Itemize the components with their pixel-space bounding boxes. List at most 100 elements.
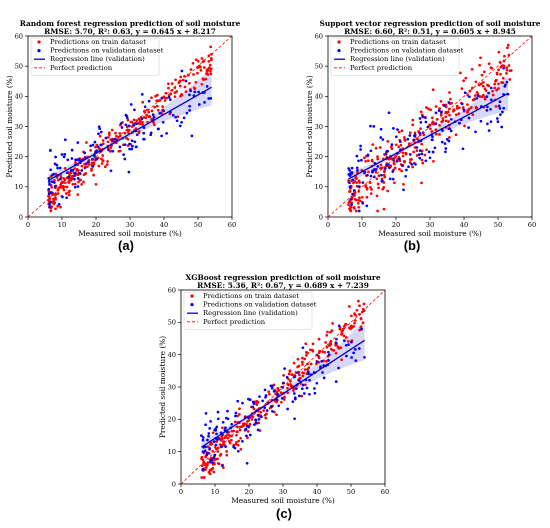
validation-point [282,381,285,385]
validation-point [353,348,357,351]
validation-point [91,143,95,147]
validation-point [308,378,311,382]
validation-point [151,113,155,116]
train-point [127,128,131,132]
train-point [438,133,441,136]
validation-point [252,402,256,406]
train-point [317,337,321,341]
validation-point [355,166,359,170]
x-tick-label: 60 [528,221,536,229]
x-tick-label: 60 [381,488,389,496]
train-point [402,183,405,186]
train-point [106,140,110,144]
validation-point [431,135,434,139]
train-point [495,88,498,92]
train-point [478,63,481,67]
validation-point [359,148,362,151]
x-axis-label: Measured soil moisture (%) [78,229,182,238]
perfect-prediction-line [328,36,532,217]
validation-point [335,337,338,341]
x-axis-label: Measured soil moisture (%) [378,229,482,238]
plot-area [328,36,532,217]
validation-point [47,176,51,180]
train-point [141,120,144,124]
train-point [358,304,361,308]
validation-point [479,119,483,123]
validation-point [124,123,128,127]
train-point [292,361,296,365]
y-axis-label: Predicted soil moisture (%) [158,336,167,438]
chart-title: Support vector regression prediction of … [320,19,541,28]
validation-point [421,115,424,118]
train-point [115,134,118,138]
validation-point [47,187,51,191]
train-point [404,151,408,155]
validation-point [327,359,330,362]
validation-point [206,438,209,442]
validation-point [387,111,391,115]
validation-point [486,122,489,126]
validation-point [369,174,373,178]
validation-point [215,432,218,436]
validation-point [431,150,435,154]
legend-marker [190,294,194,298]
validation-point [398,140,402,143]
train-point [374,170,378,174]
validation-point [47,192,51,196]
train-point [309,362,313,366]
validation-point [77,157,80,161]
train-point [411,123,415,127]
validation-point [190,134,194,138]
train-point [218,443,222,446]
train-point [209,443,213,446]
train-point [479,82,483,86]
train-point [301,374,305,378]
validation-point [149,131,153,135]
train-point [207,60,211,63]
validation-point [380,179,384,183]
train-point [441,119,445,123]
validation-point [263,406,267,410]
validation-point [133,108,136,112]
x-tick-label: 40 [160,221,168,229]
x-tick-label: 10 [358,221,366,229]
validation-point [489,107,492,111]
validation-point [345,354,348,358]
validation-point [98,127,102,130]
train-point [393,166,397,170]
train-point [296,357,300,361]
train-point [508,78,512,81]
train-point [183,74,186,78]
train-point [166,82,170,86]
train-point [304,350,308,354]
train-point [497,68,500,72]
train-point [54,173,58,176]
x-tick-label: 20 [92,221,100,229]
train-point [50,186,54,189]
confidence-band [348,75,509,185]
train-point [205,68,209,72]
chart-subtitle: RMSE: 6.60, R²: 0.51, y = 0.605 x + 8.94… [344,27,516,36]
validation-point [123,157,127,161]
validation-point [212,456,215,460]
validation-point [261,399,264,403]
train-point [506,43,510,47]
validation-point [499,113,502,116]
train-point [301,360,304,364]
validation-point [226,409,229,413]
train-point [365,195,369,199]
train-point [411,165,414,169]
validation-point [392,127,395,130]
train-point [132,118,136,122]
validation-point [135,145,138,149]
legend-entry: Predictions on validation dataset [50,47,164,55]
validation-point [107,148,110,152]
train-point [192,73,195,76]
validation-point [49,200,53,204]
validation-point [371,169,374,173]
train-point [305,354,308,357]
train-point [228,434,231,437]
validation-point [424,120,428,124]
train-point [199,69,203,72]
